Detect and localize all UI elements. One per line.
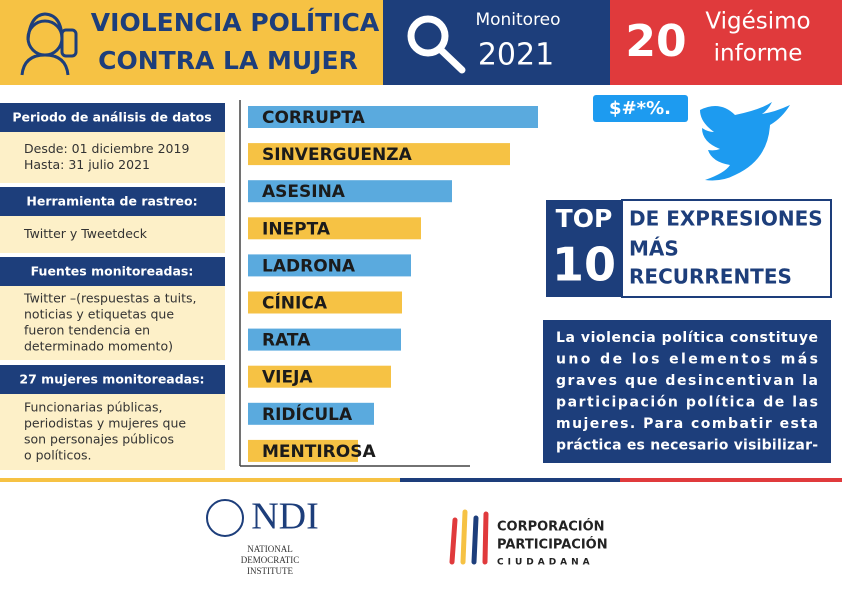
bubble-text: $#*%. xyxy=(609,98,671,119)
bar xyxy=(248,106,538,128)
bar xyxy=(248,365,391,388)
bar-label: INEPTA xyxy=(262,219,331,239)
section-line: fueron tendencia en xyxy=(24,323,150,338)
section-line: o políticos. xyxy=(24,448,92,463)
section-body-bg xyxy=(0,132,225,183)
header-red xyxy=(610,0,842,85)
title-line: VIOLENCIA POLÍTICA xyxy=(91,8,380,37)
speech-bubble xyxy=(593,95,688,122)
section-line: Twitter –(respuestas a tuits, xyxy=(23,291,197,306)
ndi-line: NATIONAL xyxy=(247,544,293,554)
top-line: RECURRENTES xyxy=(629,265,792,289)
ndi-globe xyxy=(206,499,244,537)
section-heading-bg xyxy=(0,257,225,286)
stripe xyxy=(0,478,400,482)
section-line: periodistas y mujeres que xyxy=(24,416,186,431)
report-number: 20 xyxy=(625,16,686,67)
bar xyxy=(248,291,402,314)
bar-label: ASESINA xyxy=(262,182,346,202)
cpc-line: CORPORACIÓN xyxy=(497,519,605,535)
woman-icon xyxy=(20,12,78,76)
section-heading: Fuentes monitoreadas: xyxy=(31,264,194,279)
section-line: son personajes públicos xyxy=(24,432,174,447)
cpc-line: PARTICIPACIÓN xyxy=(497,537,608,553)
bar-chart: CORRUPTA SINVERGUENZA ASESINA INEPTA LADRONA… xyxy=(248,106,538,462)
section-line: determinado momento) xyxy=(24,339,173,354)
cpc-line: CIUDADANA xyxy=(497,558,594,568)
bar xyxy=(248,180,452,203)
bar-label: VIEJA xyxy=(262,368,313,388)
search-icon xyxy=(407,15,466,74)
section-body-bg xyxy=(0,216,225,253)
bar xyxy=(248,402,374,425)
title-line: CONTRA LA MUJER xyxy=(98,46,358,75)
section-line: Funcionarias públicas, xyxy=(24,400,162,415)
ndi-logo: NDI xyxy=(251,496,319,538)
section-heading: 27 mujeres monitoreadas: xyxy=(19,372,204,387)
stripe xyxy=(400,478,620,482)
bar xyxy=(248,328,401,351)
bar-label: SINVERGUENZA xyxy=(262,145,413,165)
top-number: 10 xyxy=(552,238,616,292)
section-body-bg xyxy=(0,394,225,470)
paragraph-box xyxy=(543,320,831,463)
header-yellow xyxy=(0,0,383,85)
report-line: Vigésimo xyxy=(705,9,810,35)
stripe xyxy=(620,478,842,482)
bar-label: RATA xyxy=(262,331,311,351)
bar-label: CORRUPTA xyxy=(262,108,366,128)
bar-label: MENTIROSA xyxy=(262,442,376,462)
sidebar: Periodo de análisis de datos Desde: 01 di… xyxy=(0,103,225,470)
top-label: TOP xyxy=(556,204,613,233)
top-box xyxy=(546,200,622,297)
section-heading: Herramienta de rastreo: xyxy=(26,194,197,209)
monitor-label: Monitoreo xyxy=(475,10,560,30)
bar xyxy=(248,217,421,240)
bar xyxy=(248,143,510,166)
bar xyxy=(248,254,411,277)
paragraph-line: participación política de las xyxy=(556,395,818,411)
monitor-year: 2021 xyxy=(478,38,554,73)
ndi-line: INSTITUTE xyxy=(247,566,293,576)
section-heading: Periodo de análisis de datos xyxy=(12,110,211,125)
section-heading-bg xyxy=(0,187,225,216)
ndi-line: DEMOCRATIC xyxy=(241,555,300,565)
section-line: Desde: 01 diciembre 2019 xyxy=(24,141,189,156)
bar xyxy=(248,439,358,462)
paragraph-line: mujeres. Para combatir esta xyxy=(556,416,818,432)
top-line: DE EXPRESIONES xyxy=(629,207,823,231)
twitter-bird xyxy=(700,102,790,181)
section-line: Hasta: 31 julio 2021 xyxy=(24,157,150,172)
section-heading-bg xyxy=(0,365,225,394)
section-heading-bg xyxy=(0,103,225,132)
section-body-bg xyxy=(0,286,225,360)
cpc-figures xyxy=(449,509,489,565)
paragraph-line: La violencia política constituye xyxy=(556,330,818,346)
bar-label: LADRONA xyxy=(262,256,356,276)
bar-label: CÍNICA xyxy=(262,292,328,314)
top-line: MÁS xyxy=(629,237,679,261)
report-line: informe xyxy=(714,41,803,67)
bar-label: RIDÍCULA xyxy=(262,403,353,425)
top-box-frame xyxy=(621,199,832,298)
section-line: Twitter y Tweetdeck xyxy=(23,226,148,241)
header-blue xyxy=(383,0,610,85)
paragraph-line: práctica es necesario visibilizar- xyxy=(556,438,818,454)
section-line: noticias y etiquetas que xyxy=(24,307,174,322)
